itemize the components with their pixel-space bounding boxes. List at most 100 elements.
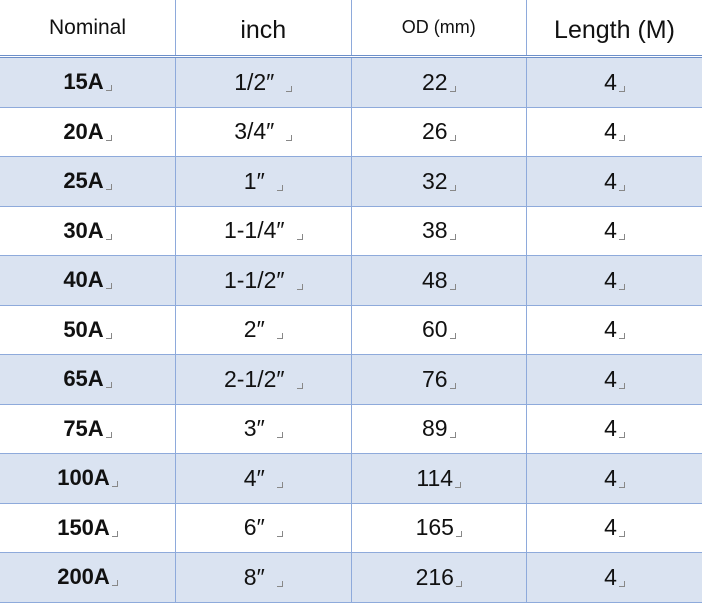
table-cell: 15A (0, 57, 176, 108)
cell-text: 40A (63, 267, 103, 292)
table-cell: 25A (0, 157, 176, 207)
cell-text: 1-1/4″ (224, 217, 285, 243)
paragraph-mark (297, 284, 303, 290)
paragraph-mark (619, 86, 625, 92)
table-cell: 38 (351, 206, 527, 256)
paragraph-mark (106, 234, 112, 240)
paragraph-mark (277, 482, 283, 488)
table-cell: 3/4″ (176, 107, 352, 157)
header-text: OD (mm) (402, 17, 476, 37)
table-cell: 3″ (176, 404, 352, 454)
header-cell: Length (M) (527, 0, 702, 57)
paragraph-mark (450, 185, 456, 191)
cell-text: 76 (422, 366, 448, 392)
table-cell: 4 (527, 107, 702, 157)
table-cell: 1-1/4″ (176, 206, 352, 256)
cell-text: 6″ (244, 514, 265, 540)
table-cell: 22 (351, 57, 527, 108)
paragraph-mark (450, 432, 456, 438)
cell-text: 4 (604, 168, 617, 194)
paragraph-mark (619, 284, 625, 290)
cell-text: 4 (604, 217, 617, 243)
cell-text: 200A (57, 564, 110, 589)
table-cell: 4 (527, 157, 702, 207)
table-cell: 4 (527, 404, 702, 454)
paragraph-mark (112, 531, 118, 537)
cell-text: 114 (416, 465, 453, 491)
cell-text: 22 (422, 69, 448, 95)
table-row: 20A 3/4″ 26 4 (0, 107, 702, 157)
paragraph-mark (277, 531, 283, 537)
table-cell: 48 (351, 256, 527, 306)
paragraph-mark (277, 581, 283, 587)
header-row: Nominal inch OD (mm) Length (M) (0, 0, 702, 57)
header-text: Nominal (49, 16, 126, 39)
paragraph-mark (106, 333, 112, 339)
paragraph-mark (106, 283, 112, 289)
table-cell: 26 (351, 107, 527, 157)
paragraph-mark (286, 135, 292, 141)
cell-text: 32 (422, 168, 448, 194)
cell-text: 4 (604, 564, 617, 590)
cell-text: 89 (422, 415, 448, 441)
paragraph-mark (297, 234, 303, 240)
table-cell: 4 (527, 355, 702, 405)
cell-text: 20A (63, 119, 103, 144)
cell-text: 3/4″ (234, 118, 274, 144)
header-text: inch (240, 16, 286, 44)
table-cell: 1-1/2″ (176, 256, 352, 306)
paragraph-mark (619, 482, 625, 488)
cell-text: 15A (63, 69, 103, 94)
cell-text: 216 (416, 564, 454, 590)
paragraph-mark (450, 284, 456, 290)
cell-text: 4″ (244, 465, 265, 491)
paragraph-mark (456, 581, 462, 587)
cell-text: 75A (63, 416, 103, 441)
paragraph-mark (106, 135, 112, 141)
cell-text: 150A (57, 515, 110, 540)
table-cell: 1/2″ (176, 57, 352, 108)
table-cell: 30A (0, 206, 176, 256)
paragraph-mark (619, 432, 625, 438)
paragraph-mark (106, 184, 112, 190)
paragraph-mark (450, 383, 456, 389)
cell-text: 48 (422, 267, 448, 293)
cell-text: 4 (604, 366, 617, 392)
cell-text: 60 (422, 316, 448, 342)
header-text: Length (M) (554, 16, 675, 44)
table-cell: 2″ (176, 305, 352, 355)
paragraph-mark (277, 333, 283, 339)
cell-text: 4 (604, 118, 617, 144)
table-row: 30A 1-1/4″ 38 4 (0, 206, 702, 256)
table-cell: 75A (0, 404, 176, 454)
cell-text: 30A (63, 218, 103, 243)
paragraph-mark (619, 333, 625, 339)
table-cell: 4 (527, 454, 702, 504)
cell-text: 26 (422, 118, 448, 144)
paragraph-mark (455, 482, 461, 488)
table-cell: 6″ (176, 503, 352, 553)
paragraph-mark (106, 85, 112, 91)
paragraph-mark (450, 86, 456, 92)
cell-text: 1/2″ (234, 69, 274, 95)
cell-text: 8″ (244, 564, 265, 590)
cell-text: 165 (416, 514, 454, 540)
table-cell: 1″ (176, 157, 352, 207)
table-cell: 114 (351, 454, 527, 504)
cell-text: 4 (604, 316, 617, 342)
table-row: 150A 6″ 165 4 (0, 503, 702, 553)
cell-text: 4 (604, 415, 617, 441)
table-cell: 4 (527, 503, 702, 553)
cell-text: 38 (422, 217, 448, 243)
paragraph-mark (450, 135, 456, 141)
table-cell: 150A (0, 503, 176, 553)
cell-text: 50A (63, 317, 103, 342)
cell-text: 1-1/2″ (224, 267, 285, 293)
header-cell: inch (176, 0, 352, 57)
table-cell: 165 (351, 503, 527, 553)
table-cell: 100A (0, 454, 176, 504)
